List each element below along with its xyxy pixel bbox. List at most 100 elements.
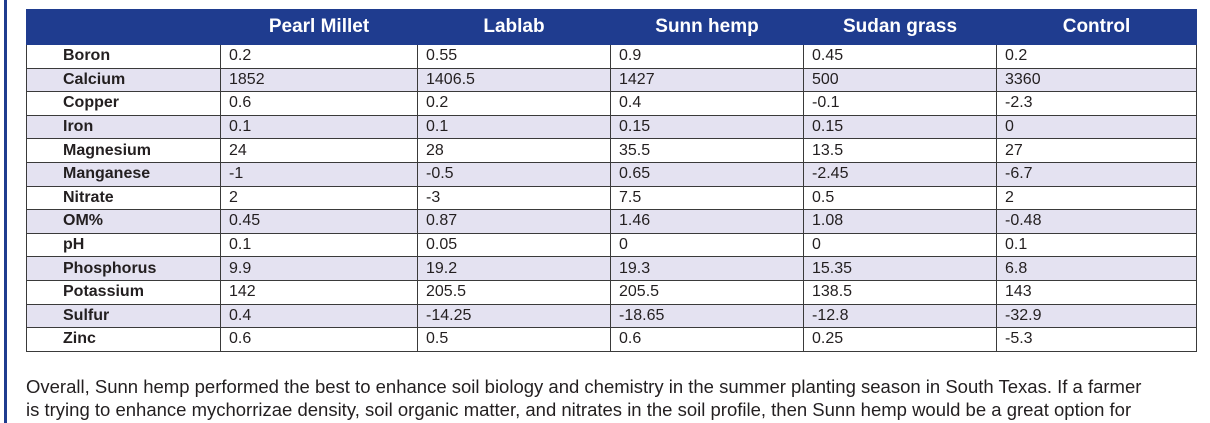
- row-label: Sulfur: [26, 303, 221, 329]
- table-cell: 24: [220, 138, 418, 163]
- table-cell: 0.87: [417, 209, 611, 234]
- soil-nutrient-table: Pearl Millet Lablab Sunn hemp Sudan gras…: [26, 9, 1197, 352]
- table-cell: 35.5: [610, 138, 804, 163]
- table-row: Sulfur 0.4 -14.25 -18.65 -12.8 -32.9: [26, 303, 1197, 329]
- row-label: Boron: [26, 44, 221, 69]
- table-cell: 1852: [220, 67, 418, 93]
- table-cell: 0.1: [417, 114, 611, 140]
- row-label: Phosphorus: [26, 256, 221, 281]
- header-cell-blank: [26, 9, 221, 45]
- table-cell: 15.35: [803, 256, 997, 281]
- table-cell: 0.6: [220, 91, 418, 116]
- table-cell: 0.4: [220, 303, 418, 329]
- table-cell: 142: [220, 279, 418, 305]
- table-cell: 1406.5: [417, 67, 611, 93]
- table-cell: 143: [996, 279, 1197, 305]
- table-row: Nitrate 2 -3 7.5 0.5 2: [26, 185, 1197, 211]
- row-label: Potassium: [26, 279, 221, 305]
- table-cell: 0.1: [220, 232, 418, 258]
- table-cell: 0: [803, 232, 997, 258]
- table-cell: -6.7: [996, 161, 1197, 187]
- row-label: Calcium: [26, 67, 221, 93]
- table-row: Boron 0.2 0.55 0.9 0.45 0.2: [26, 44, 1197, 69]
- row-label: pH: [26, 232, 221, 258]
- table-row: Potassium 142 205.5 205.5 138.5 143: [26, 279, 1197, 305]
- table-cell: 0.6: [610, 327, 804, 352]
- table-cell: 138.5: [803, 279, 997, 305]
- row-label: Manganese: [26, 161, 221, 187]
- table-cell: 0.1: [220, 114, 418, 140]
- table-cell: -18.65: [610, 303, 804, 329]
- table-row: Copper 0.6 0.2 0.4 -0.1 -2.3: [26, 91, 1197, 116]
- table-row: Manganese -1 -0.5 0.65 -2.45 -6.7: [26, 161, 1197, 187]
- table-cell: 9.9: [220, 256, 418, 281]
- header-cell-sunn-hemp: Sunn hemp: [610, 9, 804, 45]
- table-cell: 28: [417, 138, 611, 163]
- table-cell: -0.48: [996, 209, 1197, 234]
- table-cell: -14.25: [417, 303, 611, 329]
- table-row: OM% 0.45 0.87 1.46 1.08 -0.48: [26, 209, 1197, 234]
- table-cell: 0.2: [220, 44, 418, 69]
- row-label: OM%: [26, 209, 221, 234]
- table-cell: -0.5: [417, 161, 611, 187]
- paragraph-line-1: Overall, Sunn hemp performed the best to…: [26, 376, 1142, 397]
- table-cell: 0.9: [610, 44, 804, 69]
- table-cell: 0.15: [803, 114, 997, 140]
- table-cell: 0.45: [220, 209, 418, 234]
- header-cell-pearl-millet: Pearl Millet: [220, 9, 418, 45]
- table-cell: 0.55: [417, 44, 611, 69]
- table-cell: 0.5: [417, 327, 611, 352]
- table-row: Magnesium 24 28 35.5 13.5 27: [26, 138, 1197, 163]
- table-cell: 0: [610, 232, 804, 258]
- table-cell: 0.45: [803, 44, 997, 69]
- table-cell: 7.5: [610, 185, 804, 211]
- table-cell: 0: [996, 114, 1197, 140]
- row-label: Iron: [26, 114, 221, 140]
- table-cell: -3: [417, 185, 611, 211]
- row-label: Magnesium: [26, 138, 221, 163]
- table-cell: 1.08: [803, 209, 997, 234]
- conclusion-paragraph: Overall, Sunn hemp performed the best to…: [26, 375, 1202, 421]
- table-cell: 205.5: [417, 279, 611, 305]
- left-margin-rule: [4, 0, 7, 423]
- table-cell: 2: [996, 185, 1197, 211]
- table-cell: 3360: [996, 67, 1197, 93]
- table-cell: -1: [220, 161, 418, 187]
- table-cell: 0.15: [610, 114, 804, 140]
- header-cell-lablab: Lablab: [417, 9, 611, 45]
- table-body: Boron 0.2 0.55 0.9 0.45 0.2 Calcium 1852 1406.5 1…: [26, 44, 1197, 352]
- table-cell: 0.25: [803, 327, 997, 352]
- table-cell: 19.2: [417, 256, 611, 281]
- table-cell: -12.8: [803, 303, 997, 329]
- table-row: Iron 0.1 0.1 0.15 0.15 0: [26, 114, 1197, 140]
- table-cell: 500: [803, 67, 997, 93]
- table-cell: 6.8: [996, 256, 1197, 281]
- table-header-row: Pearl Millet Lablab Sunn hemp Sudan gras…: [26, 9, 1197, 45]
- header-cell-control: Control: [996, 9, 1197, 45]
- table-cell: 0.65: [610, 161, 804, 187]
- table-cell: 0.2: [996, 44, 1197, 69]
- table-cell: -5.3: [996, 327, 1197, 352]
- table-cell: -2.3: [996, 91, 1197, 116]
- table-cell: 0.6: [220, 327, 418, 352]
- table-cell: 1.46: [610, 209, 804, 234]
- table-row: pH 0.1 0.05 0 0 0.1: [26, 232, 1197, 258]
- table-cell: -32.9: [996, 303, 1197, 329]
- header-cell-sudan-grass: Sudan grass: [803, 9, 997, 45]
- table-cell: 13.5: [803, 138, 997, 163]
- table-row: Zinc 0.6 0.5 0.6 0.25 -5.3: [26, 327, 1197, 352]
- table-row: Phosphorus 9.9 19.2 19.3 15.35 6.8: [26, 256, 1197, 281]
- table-cell: 2: [220, 185, 418, 211]
- table-cell: 0.4: [610, 91, 804, 116]
- row-label: Zinc: [26, 327, 221, 352]
- table-cell: 0.05: [417, 232, 611, 258]
- table-cell: -0.1: [803, 91, 997, 116]
- table-cell: 0.5: [803, 185, 997, 211]
- row-label: Nitrate: [26, 185, 221, 211]
- paragraph-line-2: is trying to enhance mychorrizae density…: [26, 399, 1132, 420]
- table-cell: 0.1: [996, 232, 1197, 258]
- table-cell: -2.45: [803, 161, 997, 187]
- table-cell: 0.2: [417, 91, 611, 116]
- table-cell: 205.5: [610, 279, 804, 305]
- row-label: Copper: [26, 91, 221, 116]
